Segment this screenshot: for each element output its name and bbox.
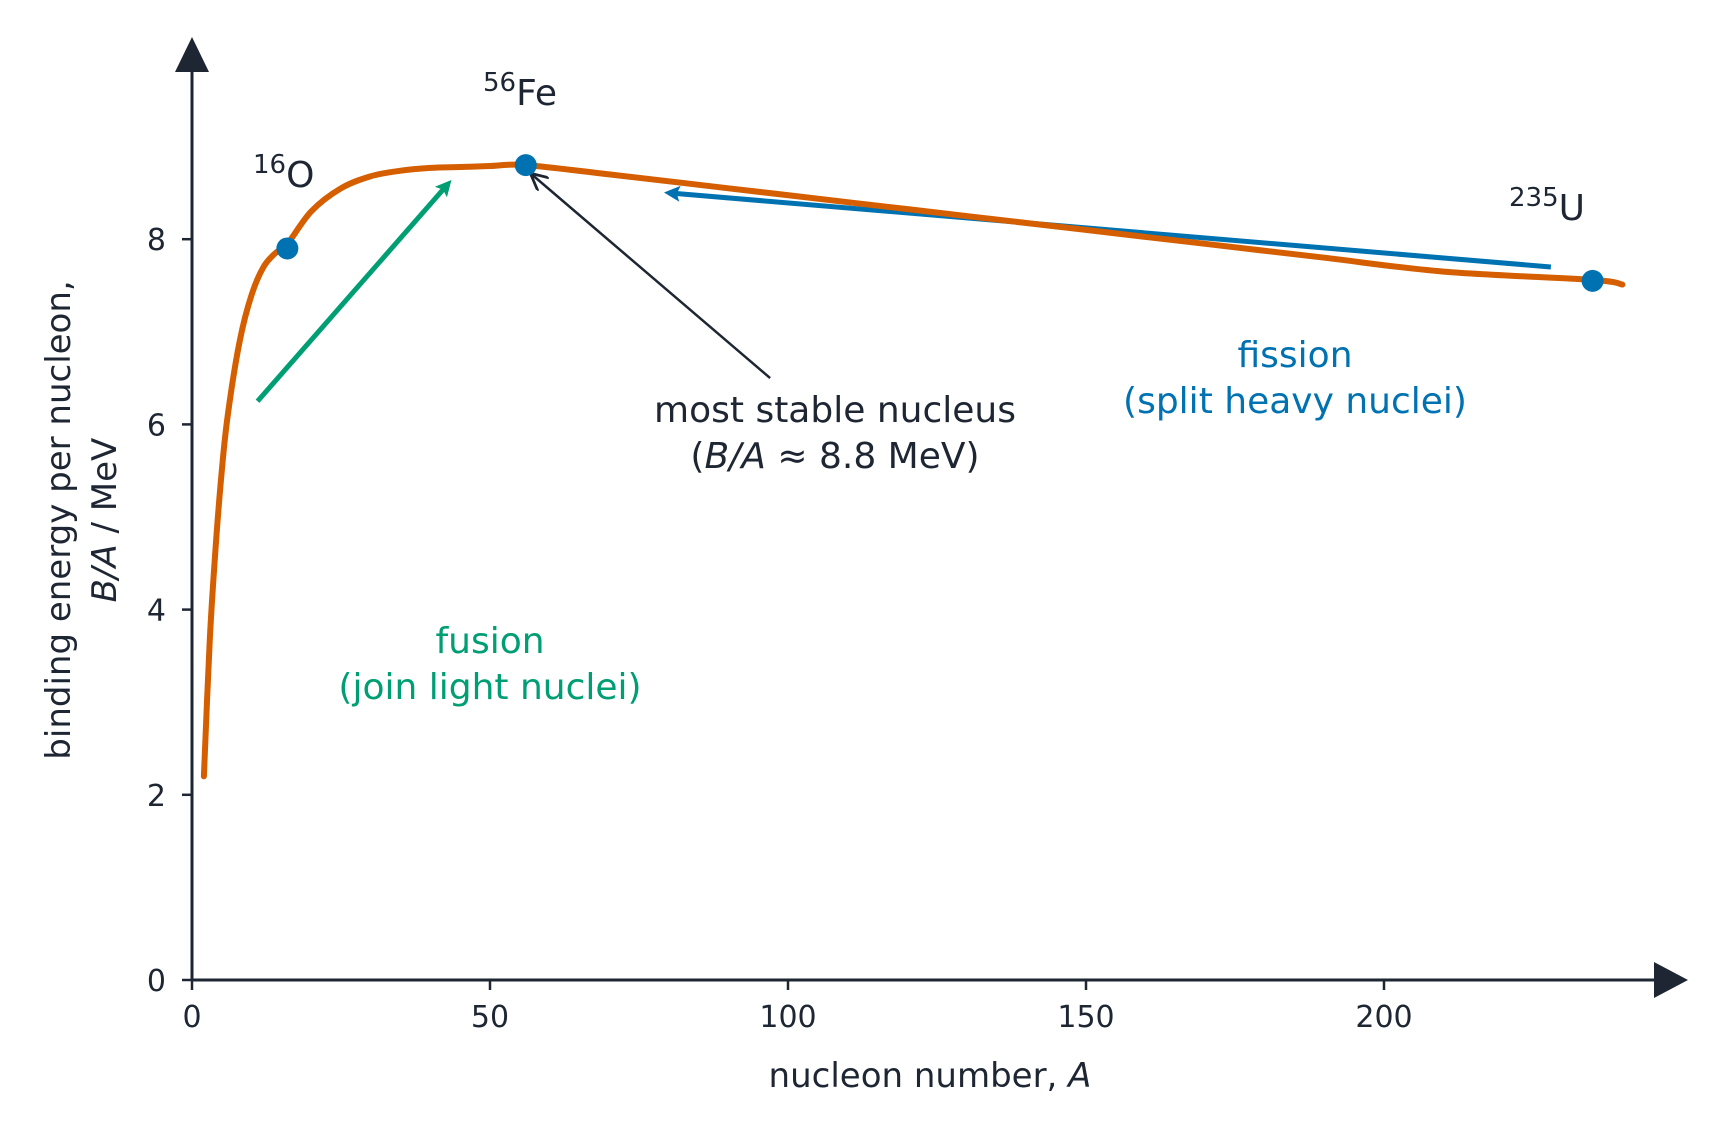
y-ticks: 0 2 4 6 8 [147,223,192,999]
nuclide-points [276,154,1604,292]
x-axis-arrowhead [1654,962,1688,998]
label-iron-56: 56Fe [483,68,557,114]
y-tick-label-0: 0 [147,964,166,999]
y-tick-label-8: 8 [147,223,166,258]
y-tick-label-4: 4 [147,594,166,629]
fusion-label-line2: (join light nuclei) [338,667,641,708]
x-tick-label-0: 0 [182,1000,201,1035]
point-o-16 [276,237,299,260]
y-axis-label-line2: B/A / MeV [85,438,125,603]
y-axis-label: binding energy per nucleon, B/A / MeV [39,280,125,759]
y-axis-arrowhead [175,37,209,72]
x-tick-label-50: 50 [471,1000,509,1035]
fusion-label-line1: fusion [435,621,544,662]
label-oxygen-16: 16O [253,150,314,196]
label-uranium-235: 235U [1509,183,1585,229]
fusion-arrow [255,180,452,403]
y-tick-label-6: 6 [147,408,166,443]
x-axis-label: nucleon number, A [769,1056,1092,1096]
point-u-235 [1581,269,1604,292]
x-tick-label-100: 100 [759,1000,816,1035]
x-ticks: 0 50 100 150 200 [182,980,1413,1035]
point-fe-56 [514,154,537,177]
fission-label-line2: (split heavy nuclei) [1123,381,1467,422]
stable-label-line2: (B/A ≈ 8.8 MeV) [690,436,979,477]
stable-nucleus-arrow [532,174,771,380]
binding-energy-curve [200,161,1626,780]
y-axis-label-line1: binding energy per nucleon, [39,280,79,759]
y-tick-label-2: 2 [147,779,166,814]
fission-label-line1: fission [1237,335,1352,376]
x-tick-label-200: 200 [1355,1000,1412,1035]
stable-label-line1: most stable nucleus [654,390,1016,431]
x-tick-label-150: 150 [1057,1000,1114,1035]
